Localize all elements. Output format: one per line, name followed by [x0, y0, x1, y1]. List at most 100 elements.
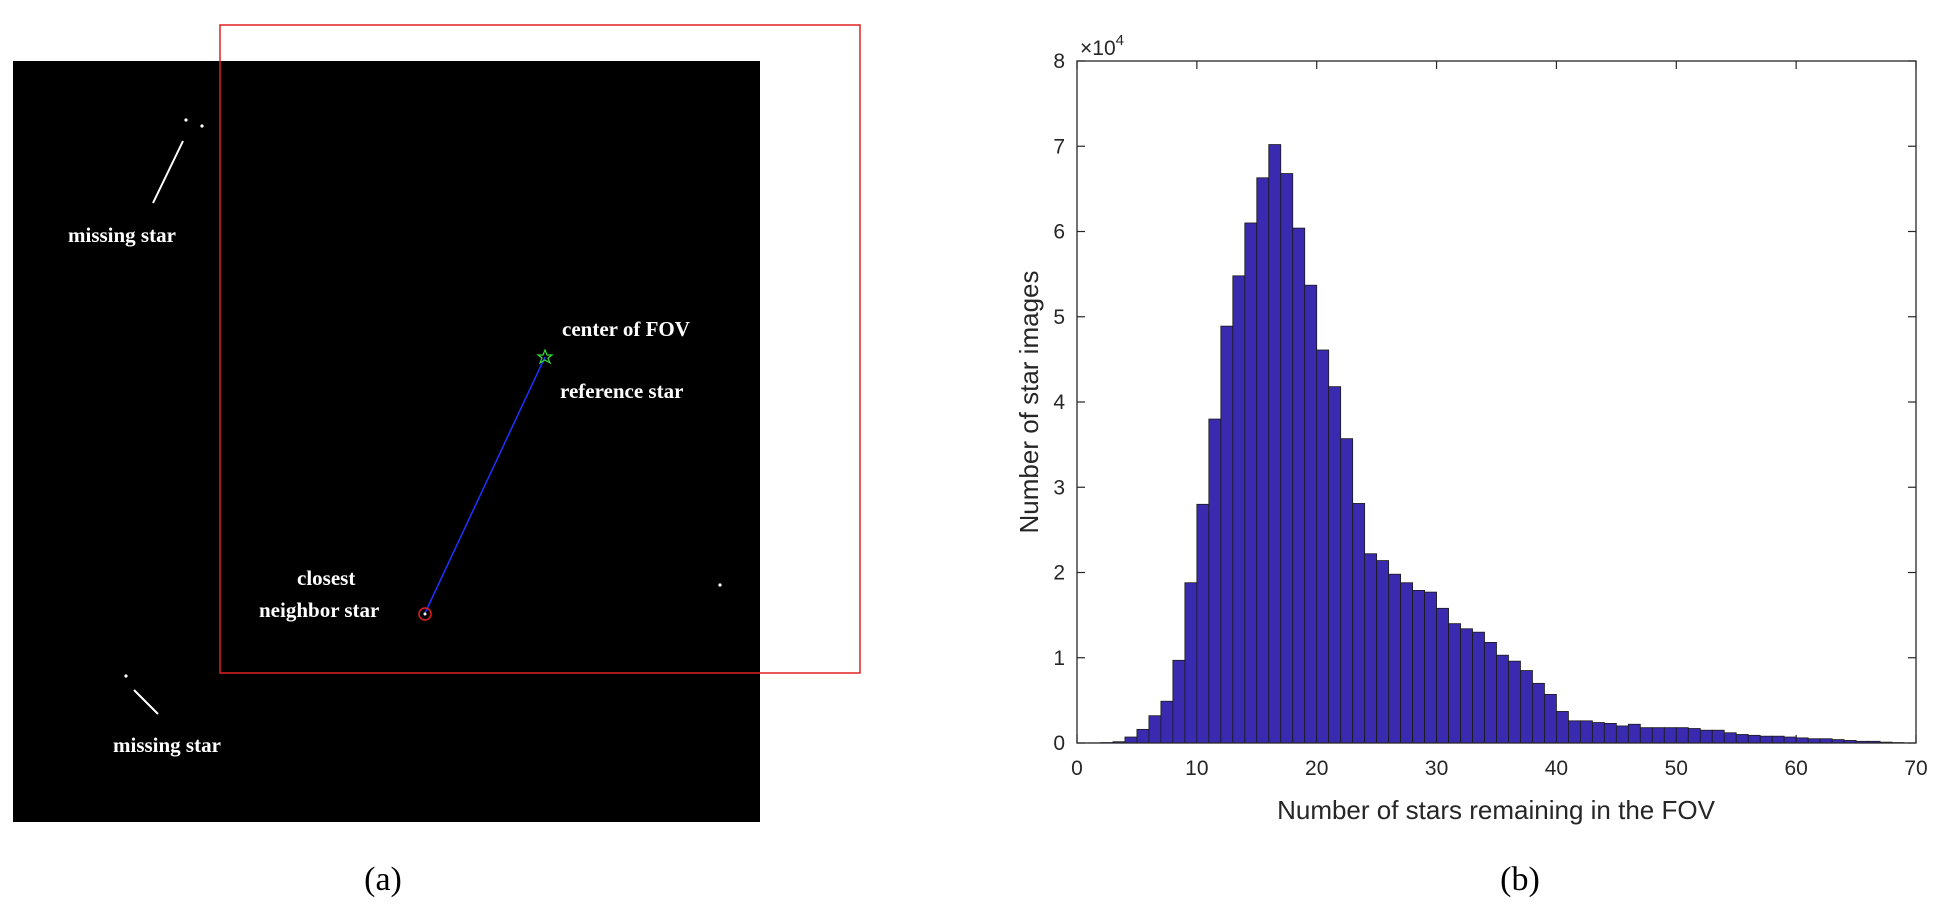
- histogram-bar: [1532, 682, 1545, 744]
- x-axis: 0 10 20 30 40 50 60 70: [1071, 61, 1928, 780]
- histogram-bar: [1639, 727, 1653, 744]
- histogram-bar: [1436, 607, 1449, 744]
- histogram-bar: [1747, 734, 1761, 744]
- histogram-bar: [1400, 582, 1414, 744]
- histogram-bar: [1172, 659, 1186, 744]
- histogram-bar: [1412, 590, 1425, 744]
- x-tick-label: 50: [1665, 757, 1688, 780]
- histogram-bars: [1088, 144, 1905, 744]
- histogram-bar: [1364, 553, 1378, 744]
- histogram-panel: 0 1 2 3 4 5 6 7 8 0 10 20 30 40 50 60 70 ×104 Number of…: [1014, 32, 1928, 898]
- closest-neighbor-marker: [418, 607, 432, 621]
- histogram-bar: [1160, 700, 1174, 744]
- histogram-bar: [1723, 732, 1737, 744]
- histogram-bar: [1556, 711, 1569, 744]
- histogram-bar: [1232, 275, 1246, 744]
- histogram-bar: [1544, 694, 1557, 744]
- histogram-bar: [1124, 736, 1138, 744]
- histogram-bar: [1148, 715, 1162, 744]
- x-tick-label: 0: [1071, 757, 1083, 780]
- x-tick-label: 20: [1305, 757, 1328, 780]
- histogram-bar: [1675, 727, 1689, 744]
- histogram-bar: [1651, 727, 1665, 744]
- histogram-bar: [1316, 349, 1330, 744]
- panel-b-caption: (b): [1500, 861, 1540, 898]
- y-axis: 0 1 2 3 4 5 6 7 8: [1053, 50, 1916, 755]
- histogram-bar: [1735, 734, 1749, 744]
- histogram-bar: [1496, 654, 1509, 744]
- histogram-bar: [1627, 723, 1641, 744]
- histogram-bar: [1472, 631, 1485, 744]
- missing-star-bottom-pointer: [133, 689, 159, 715]
- isolated-star-dot: [718, 583, 722, 587]
- x-axis-label: Number of stars remaining in the FOV: [1277, 795, 1715, 825]
- x-tick-label: 30: [1425, 757, 1448, 780]
- y-exponent-label: ×104: [1080, 32, 1124, 60]
- histogram-bar: [1292, 227, 1306, 744]
- histogram-bar: [1448, 623, 1461, 744]
- closest-label-line1: closest: [297, 566, 355, 590]
- histogram-bar: [1795, 737, 1809, 744]
- star-image-background: [13, 61, 760, 822]
- histogram-bar: [1663, 727, 1677, 744]
- star-image-panel: missing star center of FOV reference sta…: [13, 24, 861, 898]
- reference-star-label: reference star: [560, 379, 683, 403]
- missing-star-top-pointer: [152, 140, 184, 204]
- y-tick-label: 1: [1053, 647, 1065, 670]
- histogram-bar: [1759, 735, 1773, 744]
- histogram-bar: [1304, 284, 1318, 744]
- histogram-bar: [1208, 418, 1222, 744]
- missing-star-top-dot-2: [200, 124, 204, 128]
- histogram-bar: [1568, 720, 1581, 744]
- missing-star-top-dot-1: [184, 118, 188, 122]
- histogram-bar: [1388, 573, 1402, 744]
- x-tick-label: 40: [1545, 757, 1568, 780]
- histogram-bar: [1783, 736, 1797, 744]
- reference-to-neighbor-line: [424, 356, 546, 614]
- x-tick-label: 70: [1904, 757, 1927, 780]
- y-tick-label: 6: [1053, 221, 1065, 244]
- histogram-bar: [1615, 725, 1629, 744]
- center-of-fov-star-icon: [536, 348, 554, 365]
- histogram-bar: [1136, 728, 1150, 744]
- missing-star-top-label: missing star: [68, 223, 176, 247]
- x-tick-label: 10: [1185, 757, 1208, 780]
- histogram-bar: [1484, 642, 1497, 744]
- histogram-bar: [1699, 729, 1713, 744]
- y-tick-label: 5: [1053, 306, 1065, 329]
- histogram-bar: [1603, 722, 1617, 744]
- missing-star-bottom-label: missing star: [113, 733, 221, 757]
- center-of-fov-label: center of FOV: [562, 317, 690, 341]
- closest-label-line2: neighbor star: [259, 598, 379, 622]
- x-tick-label: 60: [1784, 757, 1807, 780]
- histogram-bar: [1591, 722, 1605, 744]
- y-tick-label: 4: [1053, 391, 1065, 414]
- histogram-bar: [1244, 222, 1258, 744]
- y-axis-label: Number of star images: [1014, 271, 1044, 534]
- histogram-bar: [1184, 582, 1198, 744]
- histogram-bar: [1687, 728, 1701, 744]
- y-tick-label: 0: [1053, 732, 1065, 755]
- histogram-bar: [1280, 173, 1294, 744]
- panel-a-caption: (a): [364, 861, 402, 898]
- histogram-bar: [1508, 660, 1521, 744]
- histogram-bar: [1460, 628, 1473, 744]
- histogram-bar: [1340, 438, 1354, 744]
- histogram-bar: [1256, 177, 1270, 744]
- histogram-bar: [1520, 670, 1533, 744]
- plot-frame: [1076, 60, 1917, 744]
- histogram-bar: [1352, 503, 1366, 744]
- histogram-bar: [1711, 729, 1725, 744]
- histogram-bar: [1268, 144, 1282, 744]
- y-tick-label: 7: [1053, 135, 1065, 158]
- histogram-bar: [1771, 735, 1785, 744]
- fov-box: [219, 24, 861, 674]
- closest-neighbor-dot: [423, 612, 427, 616]
- histogram-bar: [1328, 386, 1342, 744]
- histogram-bar: [1580, 720, 1593, 744]
- y-tick-label: 2: [1053, 562, 1065, 585]
- histogram-bar: [1376, 560, 1390, 744]
- histogram-bar: [1424, 591, 1437, 744]
- histogram-bar: [1220, 325, 1234, 744]
- y-tick-label: 8: [1053, 50, 1065, 73]
